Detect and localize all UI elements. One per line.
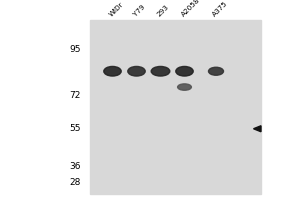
Text: 36: 36 (70, 162, 81, 171)
Text: 293: 293 (156, 4, 170, 18)
Text: 72: 72 (70, 91, 81, 100)
Text: Y79: Y79 (132, 4, 146, 18)
Text: 95: 95 (70, 45, 81, 54)
Polygon shape (254, 126, 261, 132)
Text: A375: A375 (212, 0, 229, 18)
Text: A2058: A2058 (180, 0, 201, 18)
Text: 28: 28 (70, 178, 81, 187)
Bar (90, 20, 261, 194)
Text: 55: 55 (70, 124, 81, 133)
Text: WiDr: WiDr (108, 1, 125, 18)
